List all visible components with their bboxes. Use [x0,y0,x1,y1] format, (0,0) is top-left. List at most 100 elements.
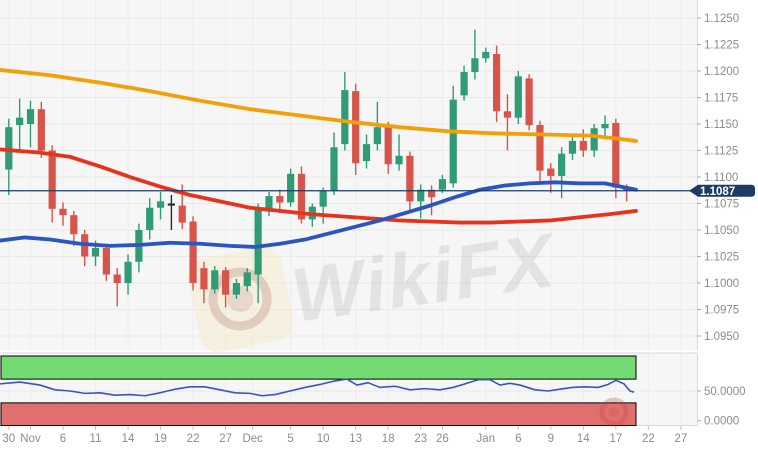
rsi-overbought-band [0,355,637,380]
time-axis-label: 14 [122,433,135,445]
time-axis-label: 22 [187,433,200,445]
price-axis-label: 1.1100 [704,172,738,184]
price-badge-shape [689,184,755,197]
price-axis-label: 1.0950 [704,331,739,343]
price-axis-label: 1.0975 [704,305,739,317]
time-axis-labels: 30 Nov 6 11 14 19 22 27 Dec 5 10 13 18 23 26 Jan 6 9 14 17 2… [2,433,687,445]
candle-body [395,155,403,165]
candle-body [482,51,490,59]
candle-body [384,127,392,165]
candle-body [558,153,566,176]
candle-body [265,196,273,209]
candle-body [276,196,284,203]
time-axis-label: 6 [515,433,521,445]
time-axis-label: 13 [349,433,362,445]
rsi-axis-label: 50.0000 [704,386,746,398]
candle-body [167,203,175,206]
candle-body [460,72,468,96]
candle-body [341,90,349,145]
candle-body [211,270,219,290]
candle-body [222,270,230,295]
candle-body [536,125,544,171]
candle-body [579,140,587,151]
price-axis-label: 1.1125 [704,146,738,158]
candle-body [156,201,165,208]
candle-body [373,127,381,145]
price-axis-label: 1.1150 [704,119,738,131]
time-axis-label: 9 [548,433,554,445]
time-axis-label: Jan [476,433,495,445]
candle-body [590,128,598,151]
ma-blue-line [0,180,638,249]
price-badge: 1.1087 [689,184,755,198]
price-axis-label: 1.1000 [704,278,739,290]
time-axis-label: 26 [436,433,449,445]
candle-body [471,58,479,73]
rsi-axis-label: 0.0000 [704,416,739,428]
main-chart-pane[interactable] [0,0,697,350]
candle-body [102,248,110,275]
candle-body [352,91,360,164]
candle-body [70,215,78,235]
ma-red-line [0,147,638,225]
candle-body [113,274,121,283]
rsi-oversold-band [0,402,637,427]
candle-body [330,147,338,191]
watermark-logo-small [599,397,629,427]
candle-body [243,272,251,287]
candle-body [362,144,371,162]
candle-body [200,268,208,290]
candle-body [146,207,154,230]
candle-body [124,261,132,283]
gridlines [0,17,697,430]
price-axis-label: 1.1025 [704,252,739,264]
price-axis-label: 1.1050 [704,225,739,237]
candle-body [91,248,100,257]
candle-body [16,117,24,126]
candle-body [406,155,414,202]
wikifx-swirl-core-small [609,407,619,417]
price-axis-labels: 1.1250 1.1225 1.1200 1.1175 1.1150 1.1125 1.11… [697,13,746,428]
price-axis-label: 1.1250 [704,13,739,25]
time-axis-label: 17 [609,433,622,445]
wikifx-swirl-logo-small [599,397,629,427]
candle-body [514,76,522,118]
price-badge-label: 1.1087 [700,186,735,198]
time-axis-label: 11 [90,433,102,445]
candle-body [612,122,620,188]
wikifx-swirl-logo [208,267,272,331]
candle-body [417,189,425,202]
candle-body [438,179,446,190]
candle-body [601,124,609,129]
time-axis-label: 6 [60,433,66,445]
candle-body [232,283,241,295]
candle-body [297,173,306,220]
time-axis-label: Nov [20,433,41,445]
time-axis-label: 18 [382,433,395,445]
time-axis-label: 27 [674,433,687,445]
candle-body [493,54,501,112]
candle-body [287,173,295,203]
time-axis-label: Dec [242,433,263,445]
candle-body [189,221,197,283]
candle-body [449,99,457,184]
time-axis-label: 30 [2,433,15,445]
candle-body [503,111,512,118]
rsi-layer [0,355,637,427]
candle-body [319,190,327,207]
time-axis-label: 19 [154,433,167,445]
ma-orange-line [0,68,638,143]
candle-body [37,109,45,151]
watermark-logo [187,246,294,353]
candle-body [178,205,186,223]
time-axis-label: 10 [317,433,330,445]
time-axis-label: 22 [642,433,655,445]
candle-body [254,208,262,275]
candle-body [59,208,67,216]
price-axis-label: 1.1075 [704,199,739,211]
time-axis-label: 23 [414,433,427,445]
price-axis-label: 1.1200 [704,66,739,78]
price-axis-label: 1.1175 [704,93,738,105]
